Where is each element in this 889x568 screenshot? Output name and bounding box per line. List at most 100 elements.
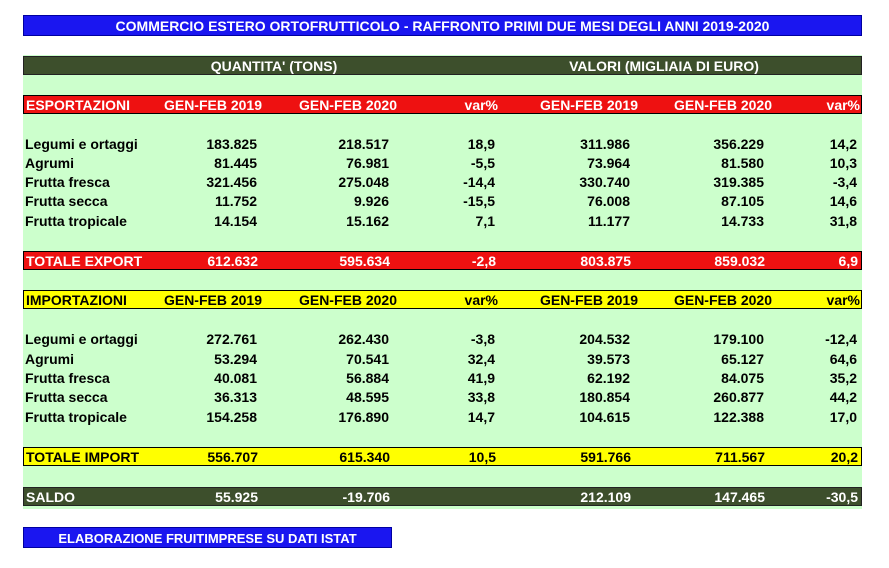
table-row: Frutta tropicale 14.154 15.162 7,1 11.17… (23, 212, 862, 231)
export-section-label: ESPORTAZIONI (26, 97, 130, 113)
val-var: 35,2 (829, 370, 857, 386)
qty-var: -5,5 (470, 155, 495, 171)
source-footer: ELABORAZIONE FRUITIMPRESE SU DATI ISTAT (23, 527, 392, 548)
total-label: TOTALE EXPORT (26, 253, 143, 269)
qty-2019: 81.445 (214, 155, 257, 171)
val-var: 14,6 (829, 193, 857, 209)
table-row: Frutta fresca 40.081 56.884 41,9 62.192 … (23, 369, 862, 388)
val-2020: 14.733 (721, 213, 764, 229)
val-2020: 356.229 (713, 136, 764, 152)
row-label: Legumi e ortaggi (25, 136, 138, 152)
val-2019: 212.109 (580, 489, 631, 505)
qty-2020: 615.340 (339, 449, 390, 465)
val-2019: 39.573 (587, 351, 630, 367)
val-2020: 147.465 (714, 489, 765, 505)
qty-2019: 11.752 (214, 193, 257, 209)
qty-2020: 56.884 (346, 370, 389, 386)
values-group-header: VALORI (MIGLIAIA DI EURO) (569, 58, 759, 74)
row-label: Frutta secca (25, 389, 108, 405)
column-header: GEN-FEB 2019 (539, 292, 639, 308)
table-row: Frutta secca 36.313 48.595 33,8 180.854 … (23, 388, 862, 407)
qty-var: 33,8 (467, 389, 495, 405)
quantity-group-header: QUANTITA' (TONS) (210, 58, 338, 74)
val-2019: 11.177 (587, 213, 630, 229)
table-row: Frutta fresca 321.456 275.048 -14,4 330.… (23, 173, 862, 192)
row-label: Agrumi (25, 155, 74, 171)
qty-2019: 272.761 (206, 331, 257, 347)
qty-var: 10,5 (468, 449, 496, 465)
report-title: COMMERCIO ESTERO ORTOFRUTTICOLO - RAFFRO… (23, 15, 862, 36)
val-2019: 104.615 (579, 409, 630, 425)
qty-2020: 9.926 (353, 193, 389, 209)
column-header: var% (826, 97, 860, 113)
val-2019: 591.766 (580, 449, 631, 465)
qty-2019: 36.313 (214, 389, 257, 405)
qty-2020: 48.595 (346, 389, 389, 405)
row-label: Frutta tropicale (25, 409, 127, 425)
trade-table: QUANTITA' (TONS) VALORI (MIGLIAIA DI EUR… (23, 55, 862, 509)
saldo-row: SALDO 55.925 -19.706 212.109 147.465 -30… (23, 487, 862, 506)
val-var: 10,3 (829, 155, 857, 171)
val-2019: 803.875 (580, 253, 631, 269)
val-2020: 81.580 (721, 155, 764, 171)
row-label: Frutta tropicale (25, 213, 127, 229)
val-2020: 319.385 (713, 174, 764, 190)
val-2020: 179.100 (713, 331, 764, 347)
row-label: Frutta fresca (25, 174, 110, 190)
total-label: TOTALE IMPORT (26, 449, 140, 465)
qty-2019: 556.707 (207, 449, 258, 465)
table-row: Legumi e ortaggi 183.825 218.517 18,9 31… (23, 135, 862, 154)
val-2020: 87.105 (721, 193, 764, 209)
column-header: GEN-FEB 2019 (163, 97, 263, 113)
row-label: Frutta secca (25, 193, 108, 209)
qty-var: -15,5 (463, 193, 495, 209)
val-2020: 859.032 (714, 253, 765, 269)
group-header-row: QUANTITA' (TONS) VALORI (MIGLIAIA DI EUR… (23, 56, 862, 75)
qty-2019: 321.456 (206, 174, 257, 190)
qty-2020: 218.517 (338, 136, 389, 152)
table-row: Frutta tropicale 154.258 176.890 14,7 10… (23, 408, 862, 427)
qty-var: -14,4 (463, 174, 495, 190)
qty-2020: 176.890 (338, 409, 389, 425)
qty-2019: 154.258 (206, 409, 257, 425)
table-row: Agrumi 81.445 76.981 -5,5 73.964 81.580 … (23, 154, 862, 173)
column-header: GEN-FEB 2019 (539, 97, 639, 113)
saldo-label: SALDO (26, 489, 75, 505)
qty-2020: 595.634 (339, 253, 390, 269)
val-var: -3,4 (832, 174, 857, 190)
qty-var: 7,1 (475, 213, 495, 229)
column-header: var% (826, 292, 860, 308)
val-2019: 73.964 (587, 155, 630, 171)
qty-var: -3,8 (470, 331, 495, 347)
import-total-row: TOTALE IMPORT 556.707 615.340 10,5 591.7… (23, 447, 862, 466)
qty-var: -2,8 (471, 253, 496, 269)
qty-2020: -19.706 (342, 489, 390, 505)
val-2020: 260.877 (713, 389, 764, 405)
column-header: GEN-FEB 2020 (673, 292, 773, 308)
qty-2019: 55.925 (215, 489, 258, 505)
column-header: GEN-FEB 2020 (298, 97, 398, 113)
qty-2020: 262.430 (338, 331, 389, 347)
val-var: 44,2 (829, 389, 857, 405)
table-row: Agrumi 53.294 70.541 32,4 39.573 65.127 … (23, 350, 862, 369)
column-header: var% (464, 97, 498, 113)
val-2020: 84.075 (721, 370, 764, 386)
row-label: Legumi e ortaggi (25, 331, 138, 347)
val-var: 17,0 (829, 409, 857, 425)
export-header-row: ESPORTAZIONI GEN-FEB 2019 GEN-FEB 2020 v… (23, 95, 862, 114)
qty-var: 32,4 (467, 351, 495, 367)
import-header-row: IMPORTAZIONI GEN-FEB 2019 GEN-FEB 2020 v… (23, 290, 862, 309)
val-2019: 180.854 (579, 389, 630, 405)
val-var: 14,2 (829, 136, 857, 152)
qty-2020: 275.048 (338, 174, 389, 190)
qty-2019: 14.154 (214, 213, 257, 229)
val-2019: 62.192 (587, 370, 630, 386)
qty-2019: 183.825 (206, 136, 257, 152)
val-var: -30,5 (826, 489, 858, 505)
val-2019: 204.532 (579, 331, 630, 347)
val-2019: 76.008 (587, 193, 630, 209)
val-var: 31,8 (829, 213, 857, 229)
table-row: Frutta secca 11.752 9.926 -15,5 76.008 8… (23, 192, 862, 211)
val-var: -12,4 (825, 331, 857, 347)
qty-var: 14,7 (467, 409, 495, 425)
